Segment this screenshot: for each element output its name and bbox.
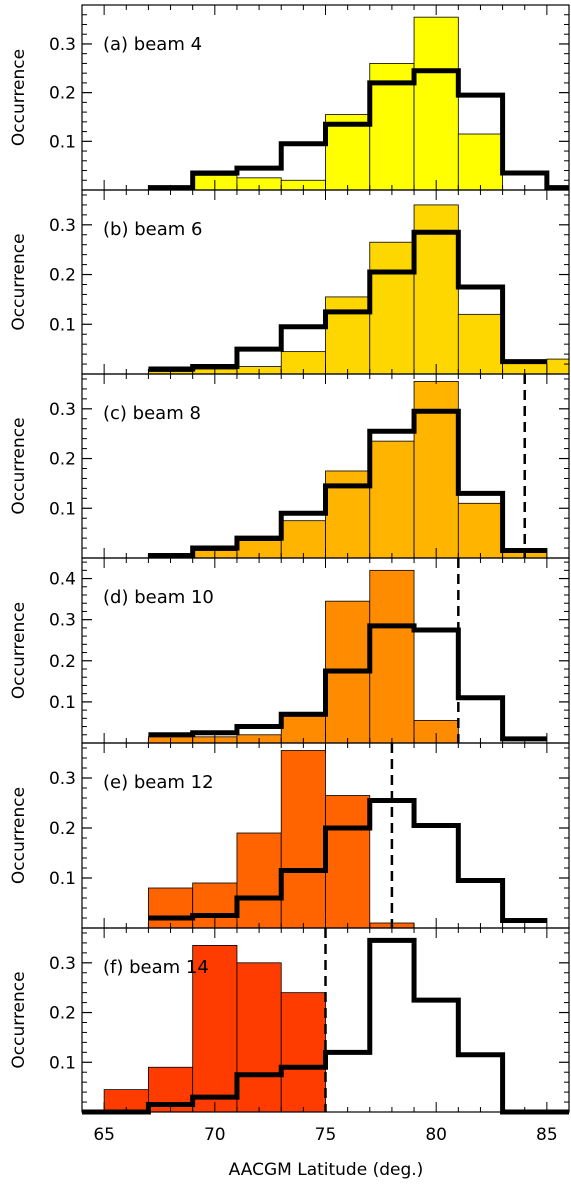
panels-group: 0.1 0.2 0.3 Occurrence (a) beam 4 0.1 0.2 0.3 Oc…: [9, 4, 570, 1115]
y-tick-label: 0.1: [49, 693, 76, 713]
x-axis-tick-labels: 65 70 75 80 85: [93, 1125, 557, 1145]
panel-label: (f) beam 14: [103, 957, 209, 978]
filled-bar: [148, 887, 194, 929]
panel-label: (c) beam 8: [103, 403, 201, 424]
filled-bar: [325, 296, 371, 375]
y-tick-label: 0.1: [49, 499, 76, 519]
step-line-series: [148, 623, 547, 742]
panel-label: (a) beam 4: [103, 34, 202, 55]
y-axis-title: Occurrence: [9, 49, 29, 146]
panel-1: 0.1 0.2 0.3 Occurrence (a) beam 4: [9, 4, 570, 191]
y-tick-label: 0.2: [49, 84, 76, 104]
filled-bar: [236, 962, 282, 1113]
filled-bar: [413, 381, 459, 559]
panel-5: 0.1 0.2 0.3 Occurrence (e) beam 12: [9, 742, 570, 929]
y-tick-label: 0.2: [49, 819, 76, 839]
filled-bar: [369, 440, 415, 559]
y-axis-title: Occurrence: [9, 971, 29, 1068]
x-tick-label: 70: [204, 1125, 226, 1145]
step-line-series: [148, 798, 547, 923]
filled-bar: [236, 832, 282, 929]
filled-bar: [457, 133, 503, 191]
y-tick-label: 0.1: [49, 1053, 76, 1073]
y-tick-label: 0.2: [49, 652, 76, 672]
filled-bar: [280, 992, 326, 1113]
x-tick-label: 75: [315, 1125, 337, 1145]
filled-bar: [280, 520, 326, 559]
y-tick-label: 0.2: [49, 1004, 76, 1024]
y-axis-title: Occurrence: [9, 602, 29, 699]
y-tick-label: 0.1: [49, 869, 76, 889]
filled-bar: [457, 502, 503, 559]
panel-label: (b) beam 6: [103, 219, 202, 240]
filled-bar: [413, 16, 459, 191]
panel-4: 0.1 0.2 0.3 0.4 Occurrence (d) beam 10: [9, 557, 570, 744]
y-tick-label: 0.1: [49, 315, 76, 335]
y-axis-title: Occurrence: [9, 787, 29, 884]
filled-bar: [325, 795, 371, 929]
filled-bar: [457, 313, 503, 375]
y-axis-title: Occurrence: [9, 233, 29, 330]
step-line-series: [148, 229, 547, 372]
y-tick-label: 0.2: [49, 450, 76, 470]
y-tick-label: 0.3: [49, 769, 76, 789]
y-tick-label: 0.3: [49, 611, 76, 631]
x-tick-label: 65: [93, 1125, 115, 1145]
x-axis-title: AACGM Latitude (deg.): [229, 1160, 424, 1180]
y-tick-label: 0.1: [49, 132, 76, 152]
panel-2: 0.1 0.2 0.3 Occurrence (b) beam 6: [9, 189, 570, 375]
panel-label: (e) beam 12: [103, 772, 214, 793]
x-tick-label: 80: [425, 1125, 447, 1145]
step-line-series: [148, 408, 547, 559]
y-tick-label: 0.3: [49, 35, 76, 55]
step-line-series: [148, 68, 569, 191]
y-tick-label: 0.3: [49, 400, 76, 420]
panel-6: 0.1 0.2 0.3 Occurrence (f) beam 14: [9, 927, 570, 1115]
y-tick-label: 0.2: [49, 266, 76, 286]
filled-bar: [546, 358, 570, 375]
filled-bar: [280, 750, 326, 929]
panel-label: (d) beam 10: [103, 587, 214, 608]
y-tick-label: 0.4: [49, 570, 76, 590]
x-tick-label: 85: [536, 1125, 558, 1145]
y-axis-title: Occurrence: [9, 417, 29, 514]
y-tick-label: 0.3: [49, 216, 76, 236]
filled-bar: [369, 241, 415, 375]
filled-bar: [192, 945, 238, 1113]
filled-bar: [369, 569, 415, 744]
y-tick-label: 0.3: [49, 954, 76, 974]
panel-3: 0.1 0.2 0.3 Occurrence (c) beam 8: [9, 373, 570, 559]
